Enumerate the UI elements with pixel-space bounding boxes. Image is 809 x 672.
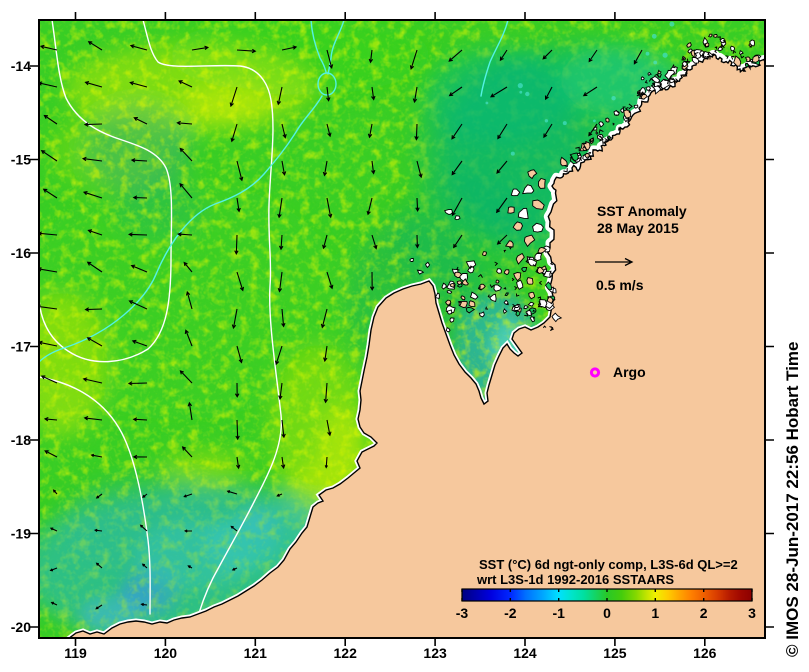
svg-text:1: 1 [651,605,659,621]
svg-text:-14: -14 [11,58,31,74]
svg-text:SST Anomaly: SST Anomaly [597,203,687,219]
svg-text:-20: -20 [11,619,31,635]
svg-text:0.5 m/s: 0.5 m/s [596,277,644,293]
svg-text:2: 2 [700,605,708,621]
svg-text:© IMOS 28-Jun-2017 22:56 Hobar: © IMOS 28-Jun-2017 22:56 Hobart Time [783,342,802,658]
svg-text:121: 121 [244,645,268,661]
svg-text:-19: -19 [11,526,31,542]
svg-text:wrt L3S-1d 1992-2016 SSTAARS: wrt L3S-1d 1992-2016 SSTAARS [476,572,674,587]
svg-text:-2: -2 [504,605,517,621]
svg-text:-15: -15 [11,152,31,168]
svg-text:122: 122 [334,645,358,661]
svg-text:SST (°C) 6d ngt-only comp, L3S: SST (°C) 6d ngt-only comp, L3S-6d QL>=2 [479,557,738,572]
svg-text:120: 120 [154,645,178,661]
svg-text:-3: -3 [456,605,469,621]
svg-text:28 May 2015: 28 May 2015 [597,220,679,236]
svg-text:126: 126 [693,645,717,661]
svg-text:-18: -18 [11,432,31,448]
svg-text:Argo: Argo [613,364,646,380]
svg-text:-1: -1 [552,605,565,621]
svg-text:119: 119 [64,645,87,661]
svg-text:123: 123 [423,645,447,661]
svg-text:0: 0 [603,605,611,621]
svg-text:125: 125 [603,645,627,661]
svg-text:124: 124 [513,645,537,661]
svg-text:3: 3 [748,605,756,621]
svg-text:-16: -16 [11,245,31,261]
svg-text:-17: -17 [11,339,31,355]
